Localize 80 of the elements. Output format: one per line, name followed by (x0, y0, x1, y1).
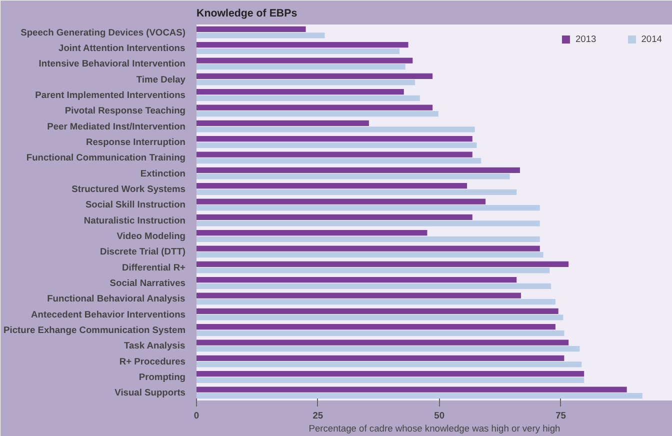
bar (196, 120, 369, 126)
bar (196, 277, 517, 283)
bar (196, 377, 584, 383)
bar (196, 230, 428, 236)
bar (196, 32, 325, 38)
y-tick-label: Differential R+ (122, 262, 186, 272)
x-tick-label: 75 (556, 410, 566, 420)
y-tick-label: Peer Mediated Inst/Intervention (47, 121, 186, 132)
bar (196, 73, 433, 80)
bar (196, 126, 475, 132)
bar (196, 252, 544, 258)
y-tick-label: Visual Supports (114, 388, 186, 398)
bar (196, 371, 584, 377)
bar (196, 189, 517, 195)
bar (196, 80, 416, 86)
bar (196, 42, 408, 48)
bar (196, 167, 520, 174)
bar (196, 152, 472, 158)
y-tick-label: Prompting (138, 372, 186, 382)
bar (196, 95, 420, 101)
bar (196, 314, 564, 320)
chart-title: Knowledge of EBPs (196, 8, 298, 20)
bar (196, 220, 540, 226)
bar (196, 292, 521, 298)
bar (196, 58, 413, 64)
bar (196, 104, 433, 110)
bar (196, 324, 556, 330)
bar (196, 346, 580, 352)
bar (196, 136, 472, 142)
x-tick-label: 50 (434, 410, 445, 420)
bar (196, 48, 400, 54)
y-tick-label: Social Skill Instruction (85, 200, 186, 210)
legend-label: 2013 (575, 34, 596, 44)
y-tick-label: Discrete Trial (DTT) (100, 246, 186, 257)
bar (196, 308, 558, 314)
y-tick-label: R+ Procedures (119, 356, 186, 366)
y-tick-label: Functional Communication Training (26, 152, 186, 163)
x-tick-label: 0 (194, 410, 200, 420)
bar (196, 298, 556, 305)
y-tick-label: Time Delay (136, 74, 186, 84)
legend-label: 2014 (641, 34, 662, 44)
bar (196, 268, 550, 274)
bar (196, 214, 472, 220)
y-tick-label: Pivotal Response Teaching (64, 106, 186, 116)
y-tick-label: Extinction (140, 168, 186, 178)
bar (196, 330, 564, 336)
bar (196, 204, 540, 211)
bar (196, 142, 477, 148)
y-tick-label: Video Modeling (116, 231, 186, 241)
y-tick-label: Task Analysis (124, 340, 186, 351)
y-tick-label: Picture Exhange Communication System (4, 325, 186, 335)
y-tick-label: Antecedent Behavior Interventions (31, 309, 186, 320)
bar (196, 183, 468, 189)
y-tick-label: Functional Behavioral Analysis (47, 294, 186, 304)
bar (196, 89, 404, 95)
y-tick-label: Structured Work Systems (72, 184, 186, 194)
bar (196, 198, 486, 204)
y-tick-label: Intensive Behavioral Intervention (38, 58, 186, 69)
bar (196, 246, 540, 252)
bar (196, 158, 482, 164)
bar (196, 110, 438, 117)
y-tick-label: Social Narratives (110, 278, 186, 288)
y-tick-label: Naturalistic Instruction (84, 215, 186, 226)
bar (196, 283, 552, 289)
y-tick-label: Parent Implemented Interventions (35, 90, 186, 100)
bar (196, 386, 627, 392)
bar (196, 26, 306, 32)
bar (196, 392, 642, 399)
bar (196, 236, 540, 242)
y-tick-label: Joint Attention Interventions (58, 43, 186, 53)
bar (196, 362, 582, 368)
y-tick-label: Speech Generating Devices (VOCAS) (20, 27, 186, 38)
bar (196, 340, 569, 346)
x-axis-title: Percentage of cadre whose knowledge was high or very high (308, 424, 560, 434)
y-tick-label: Response Interruption (86, 137, 186, 147)
x-tick-label: 25 (312, 410, 324, 420)
bar (196, 261, 569, 268)
bar (196, 174, 510, 180)
bar (196, 64, 406, 70)
bar (196, 355, 564, 362)
